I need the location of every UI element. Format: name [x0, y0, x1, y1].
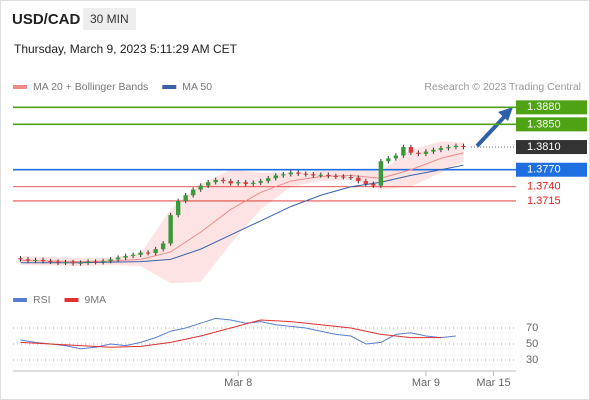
- candle-body: [281, 174, 286, 176]
- candle-body: [100, 261, 106, 263]
- candle-body: [431, 149, 436, 152]
- candle-body: [221, 179, 226, 182]
- candle-body: [160, 243, 166, 250]
- candle-body: [18, 258, 23, 260]
- arrow-head: [498, 107, 513, 121]
- y-tick-label: 50: [526, 338, 538, 350]
- candle-body: [48, 261, 53, 263]
- indicator-line: [20, 319, 441, 348]
- legend-label: MA 20 + Bollinger Bands: [33, 81, 148, 93]
- legend-label: MA 50: [182, 81, 212, 93]
- datetime: Thursday, March 9, 2023 5:11:29 AM CET: [14, 42, 237, 56]
- candle-body: [363, 181, 369, 184]
- level-label: 1.3850: [527, 118, 561, 130]
- candle-body: [311, 174, 316, 176]
- candle-body: [356, 177, 361, 182]
- legend-label: RSI: [33, 294, 51, 306]
- candle-body: [303, 173, 308, 175]
- level-label: 1.3715: [527, 195, 561, 207]
- candle-body: [326, 174, 331, 176]
- candle-body: [446, 147, 451, 149]
- level-label: 1.3880: [527, 101, 561, 113]
- x-tick-label: Mar 9: [412, 377, 440, 389]
- candle-body: [438, 148, 444, 150]
- candle-body: [108, 259, 113, 262]
- candle-body: [296, 172, 301, 174]
- x-tick-label: Mar 8: [224, 377, 252, 389]
- candle-body: [130, 254, 136, 256]
- candle-body: [461, 145, 466, 148]
- candle-body: [401, 147, 406, 156]
- candle-body: [205, 182, 211, 186]
- candle-body: [371, 183, 376, 186]
- candle-body: [378, 161, 384, 186]
- candle-body: [198, 185, 203, 190]
- candle-body: [138, 252, 143, 255]
- level-label: 1.3740: [527, 181, 561, 193]
- arrow: [475, 113, 508, 148]
- candle-body: [273, 175, 278, 179]
- candle-body: [183, 195, 188, 201]
- candle-body: [453, 145, 459, 148]
- candle-body: [115, 257, 121, 260]
- symbol: USD/CAD: [12, 11, 81, 28]
- candle-body: [25, 259, 31, 261]
- indicator-line: [20, 317, 456, 350]
- candle-body: [190, 189, 196, 196]
- candle-body: [341, 176, 346, 178]
- candle-body: [123, 255, 128, 258]
- candle-body: [416, 152, 421, 154]
- level-label-box: [516, 140, 587, 155]
- attribution: Research © 2023 Trading Central: [424, 81, 581, 93]
- candle-body: [236, 182, 241, 184]
- x-tick-label: Mar 15: [476, 377, 510, 389]
- candle-body: [266, 178, 271, 182]
- candle-body: [258, 181, 263, 183]
- candle-body: [386, 158, 391, 162]
- candle-body: [228, 181, 233, 184]
- level-label: 1.3770: [527, 164, 561, 176]
- candle-body: [33, 259, 38, 261]
- candle-body: [318, 174, 324, 176]
- candle-body: [288, 172, 293, 175]
- bollinger-band: [20, 141, 464, 284]
- candle-body: [423, 151, 429, 154]
- candle-body: [333, 175, 339, 177]
- candle-body: [348, 177, 354, 179]
- candle-body: [243, 182, 248, 184]
- legend-label: 9MA: [85, 294, 107, 306]
- candle-body: [393, 155, 399, 159]
- candle-body: [63, 262, 68, 264]
- candle-body: [78, 262, 83, 264]
- y-tick-label: 70: [526, 322, 538, 334]
- candle-body: [40, 259, 46, 262]
- candle-body: [85, 261, 91, 263]
- level-label: 1.3810: [527, 141, 561, 153]
- candle-body: [213, 179, 218, 183]
- level-label-box: [516, 100, 587, 115]
- candle-body: [153, 249, 158, 254]
- candle-body: [168, 215, 173, 244]
- candle-body: [70, 262, 76, 264]
- level-label-box: [516, 162, 587, 177]
- y-tick-label: 30: [526, 354, 538, 366]
- level-label-box: [516, 117, 587, 132]
- candle-body: [55, 261, 61, 263]
- candle-body: [251, 182, 256, 184]
- candle-body: [175, 200, 181, 216]
- candle-body: [408, 147, 414, 153]
- candle-body: [93, 261, 98, 263]
- interval: 30 MIN: [83, 8, 136, 30]
- candle-body: [145, 252, 151, 254]
